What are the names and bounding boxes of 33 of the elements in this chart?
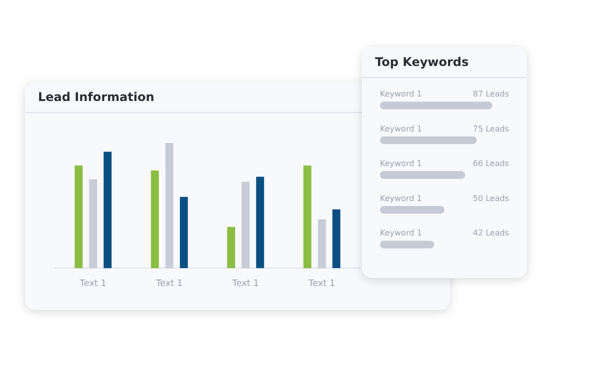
x-tick-label: Text 1 [231,278,260,289]
bar [318,219,326,268]
x-tick-label: Text 1 [307,278,336,289]
bar [89,179,98,268]
data-label: 42 Leads [472,228,509,238]
x-tick-label: Text 1 [78,278,107,289]
bar [380,240,434,248]
y-tick-label: Keyword 1 [380,124,422,134]
bar [74,166,83,268]
y-tick-label: Keyword 1 [380,89,422,98]
y-tick-label: Keyword 1 [380,228,422,238]
bar [165,143,174,268]
x-tick-label: Text 1 [154,278,183,289]
data-label: 66 Leads [472,159,509,168]
bar [380,136,477,144]
bar [104,152,112,268]
y-tick-label: Keyword 1 [380,159,422,168]
bar [380,171,466,179]
bar [242,182,250,268]
y-tick-label: Keyword 1 [380,194,422,203]
chart-title: Top Keywords [362,47,527,78]
bar [180,196,188,268]
bar [332,209,340,268]
bar [303,166,312,268]
bar [227,226,236,268]
data-label: 75 Leads [472,124,509,134]
data-label: 87 Leads [472,89,509,98]
bar [256,176,264,268]
bar [150,170,159,268]
bar [380,206,444,214]
data-label: 50 Leads [472,194,509,203]
bar [380,102,492,110]
chart-title: Lead Information [38,90,154,104]
